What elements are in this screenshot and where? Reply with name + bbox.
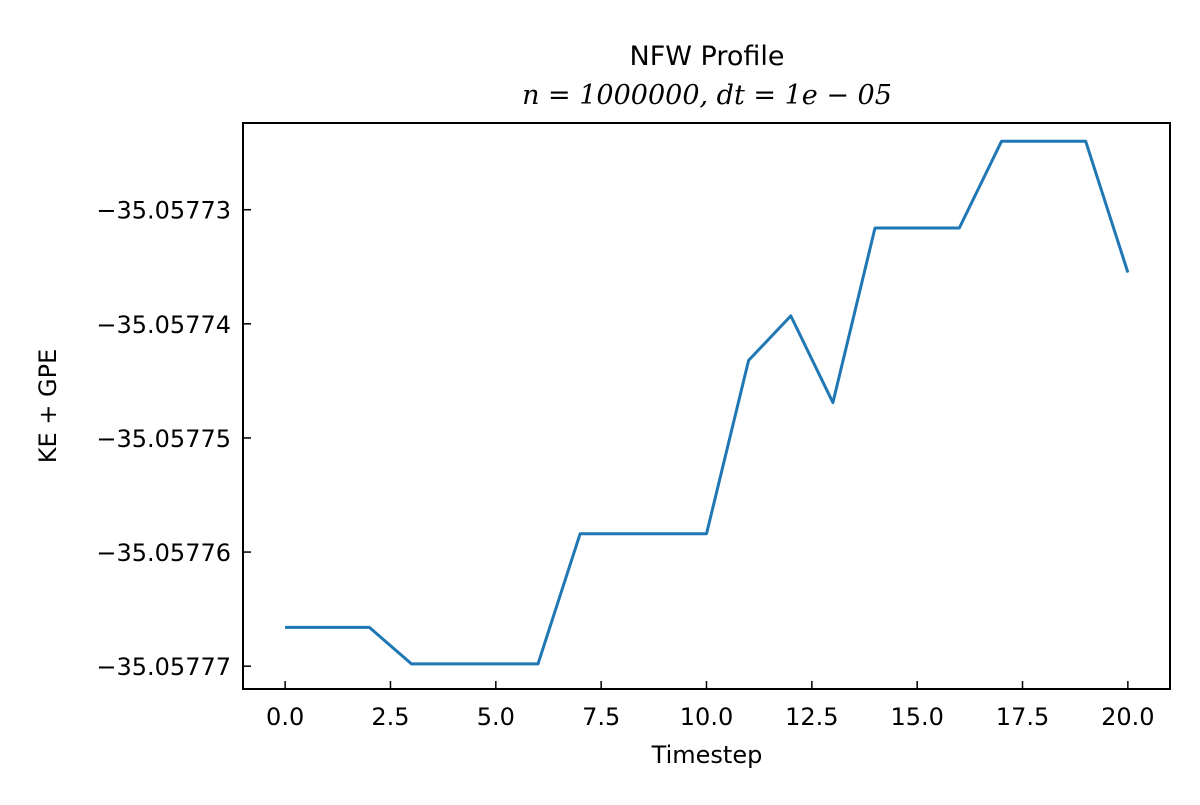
x-tick-label: 7.5 bbox=[582, 703, 620, 731]
plot-area: 0.0 2.5 5.0 7.5 10.0 12.5 15.0 17.5 20.0 −35.0577… bbox=[96, 122, 1171, 731]
x-tick-label: 20.0 bbox=[1101, 703, 1154, 731]
y-tick-label: −35.05775 bbox=[96, 425, 231, 453]
x-tick-label: 2.5 bbox=[371, 703, 409, 731]
series-line bbox=[285, 139, 1130, 666]
chart-subtitle-text: n = 1000000, dt = 1e − 05 bbox=[522, 80, 892, 111]
chart-subtitle: n = 1000000, dt = 1e − 05 bbox=[522, 80, 892, 111]
x-tick-label: 5.0 bbox=[477, 703, 515, 731]
x-tick-label: 15.0 bbox=[890, 703, 943, 731]
x-tick-label: 10.0 bbox=[680, 703, 733, 731]
x-tick-label: 12.5 bbox=[785, 703, 838, 731]
y-tick-label: −35.05777 bbox=[96, 653, 231, 681]
y-tick-label: −35.05773 bbox=[96, 197, 231, 225]
x-axis-label: Timestep bbox=[651, 741, 763, 769]
chart-title: NFW Profile bbox=[630, 41, 785, 72]
y-axis-label: KE + GPE bbox=[34, 349, 62, 464]
x-tick-label: 0.0 bbox=[266, 703, 304, 731]
x-tick-label: 17.5 bbox=[996, 703, 1049, 731]
y-tick-label: −35.05774 bbox=[96, 311, 231, 339]
y-tick-label: −35.05776 bbox=[96, 539, 231, 567]
